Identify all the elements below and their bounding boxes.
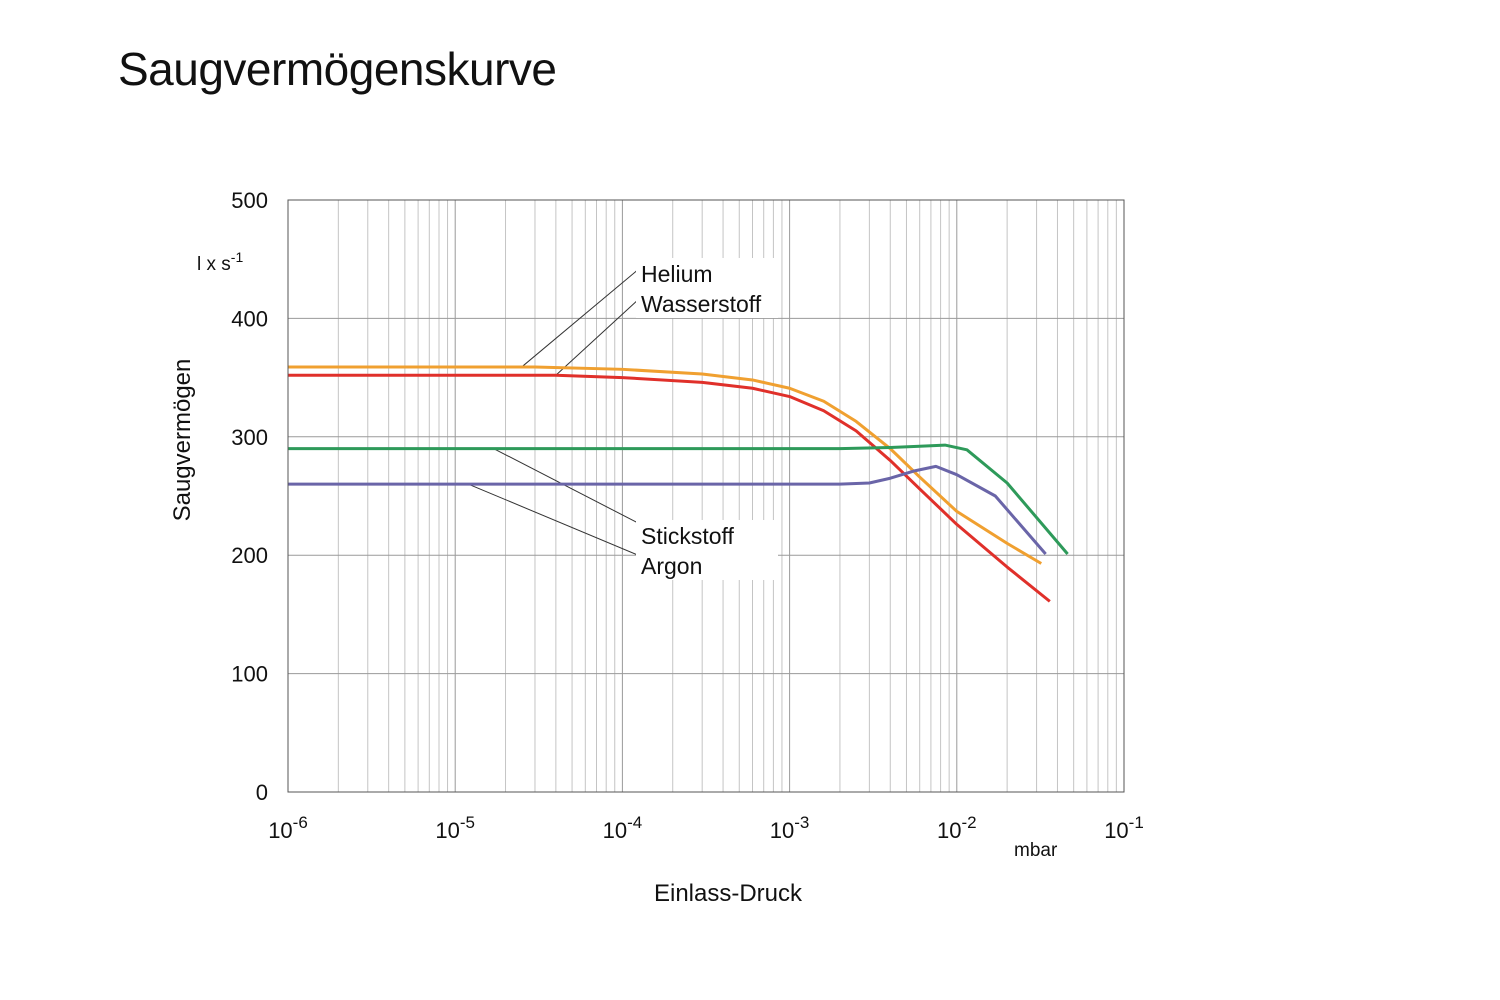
legend-callouts: [468, 267, 641, 557]
x-tick-label: 10-3: [770, 813, 810, 843]
leader-line-helium: [521, 267, 641, 368]
leader-line-wasserstoff: [555, 297, 641, 376]
x-tick-label: 10-5: [435, 813, 475, 843]
series-line-helium: [288, 365, 1043, 565]
series-line-wasserstoff: [288, 373, 1051, 603]
series-line-argon: [288, 464, 1047, 555]
page-title: Saugvermögenskurve: [118, 43, 557, 95]
legend-label-argon: Argon: [641, 553, 702, 579]
legend-label-helium: Helium: [641, 261, 713, 287]
y-axis-title: Saugvermögen: [169, 359, 196, 522]
leader-line-stickstoff: [493, 448, 641, 525]
legend-label-bg: [636, 550, 778, 580]
y-tick-label: 0: [256, 780, 268, 805]
legend-label-stickstoff: Stickstoff: [641, 523, 734, 549]
x-tick-label: 10-6: [268, 813, 308, 843]
y-tick-labels: 0 100 200 300 400 500: [231, 188, 268, 805]
leader-line-argon: [468, 483, 641, 557]
legend-label-bg: [636, 520, 778, 550]
plot-frame: [287, 199, 1125, 793]
x-tick-labels: 10-6 10-5 10-4 10-3 10-2 10-1: [268, 813, 1144, 843]
x-tick-label: 10-1: [1104, 813, 1144, 843]
y-unit-label: l x s-1: [197, 249, 243, 275]
y-tick-label: 200: [231, 543, 268, 568]
x-unit-label: mbar: [1014, 840, 1058, 861]
legend-label-bg: [636, 258, 778, 288]
y-tick-label: 500: [231, 188, 268, 213]
x-tick-label: 10-2: [937, 813, 977, 843]
legend: Helium Wasserstoff Stickstoff Argon: [636, 258, 778, 580]
y-tick-label: 400: [231, 306, 268, 331]
series-line-stickstoff: [288, 443, 1069, 555]
x-axis-title: Einlass-Druck: [654, 880, 803, 907]
y-tick-label: 100: [231, 662, 268, 687]
legend-label-wasserstoff: Wasserstoff: [641, 291, 762, 317]
y-tick-label: 300: [231, 425, 268, 450]
series-lines: [288, 365, 1069, 603]
legend-label-bg: [636, 288, 778, 318]
x-tick-label: 10-4: [603, 813, 643, 843]
